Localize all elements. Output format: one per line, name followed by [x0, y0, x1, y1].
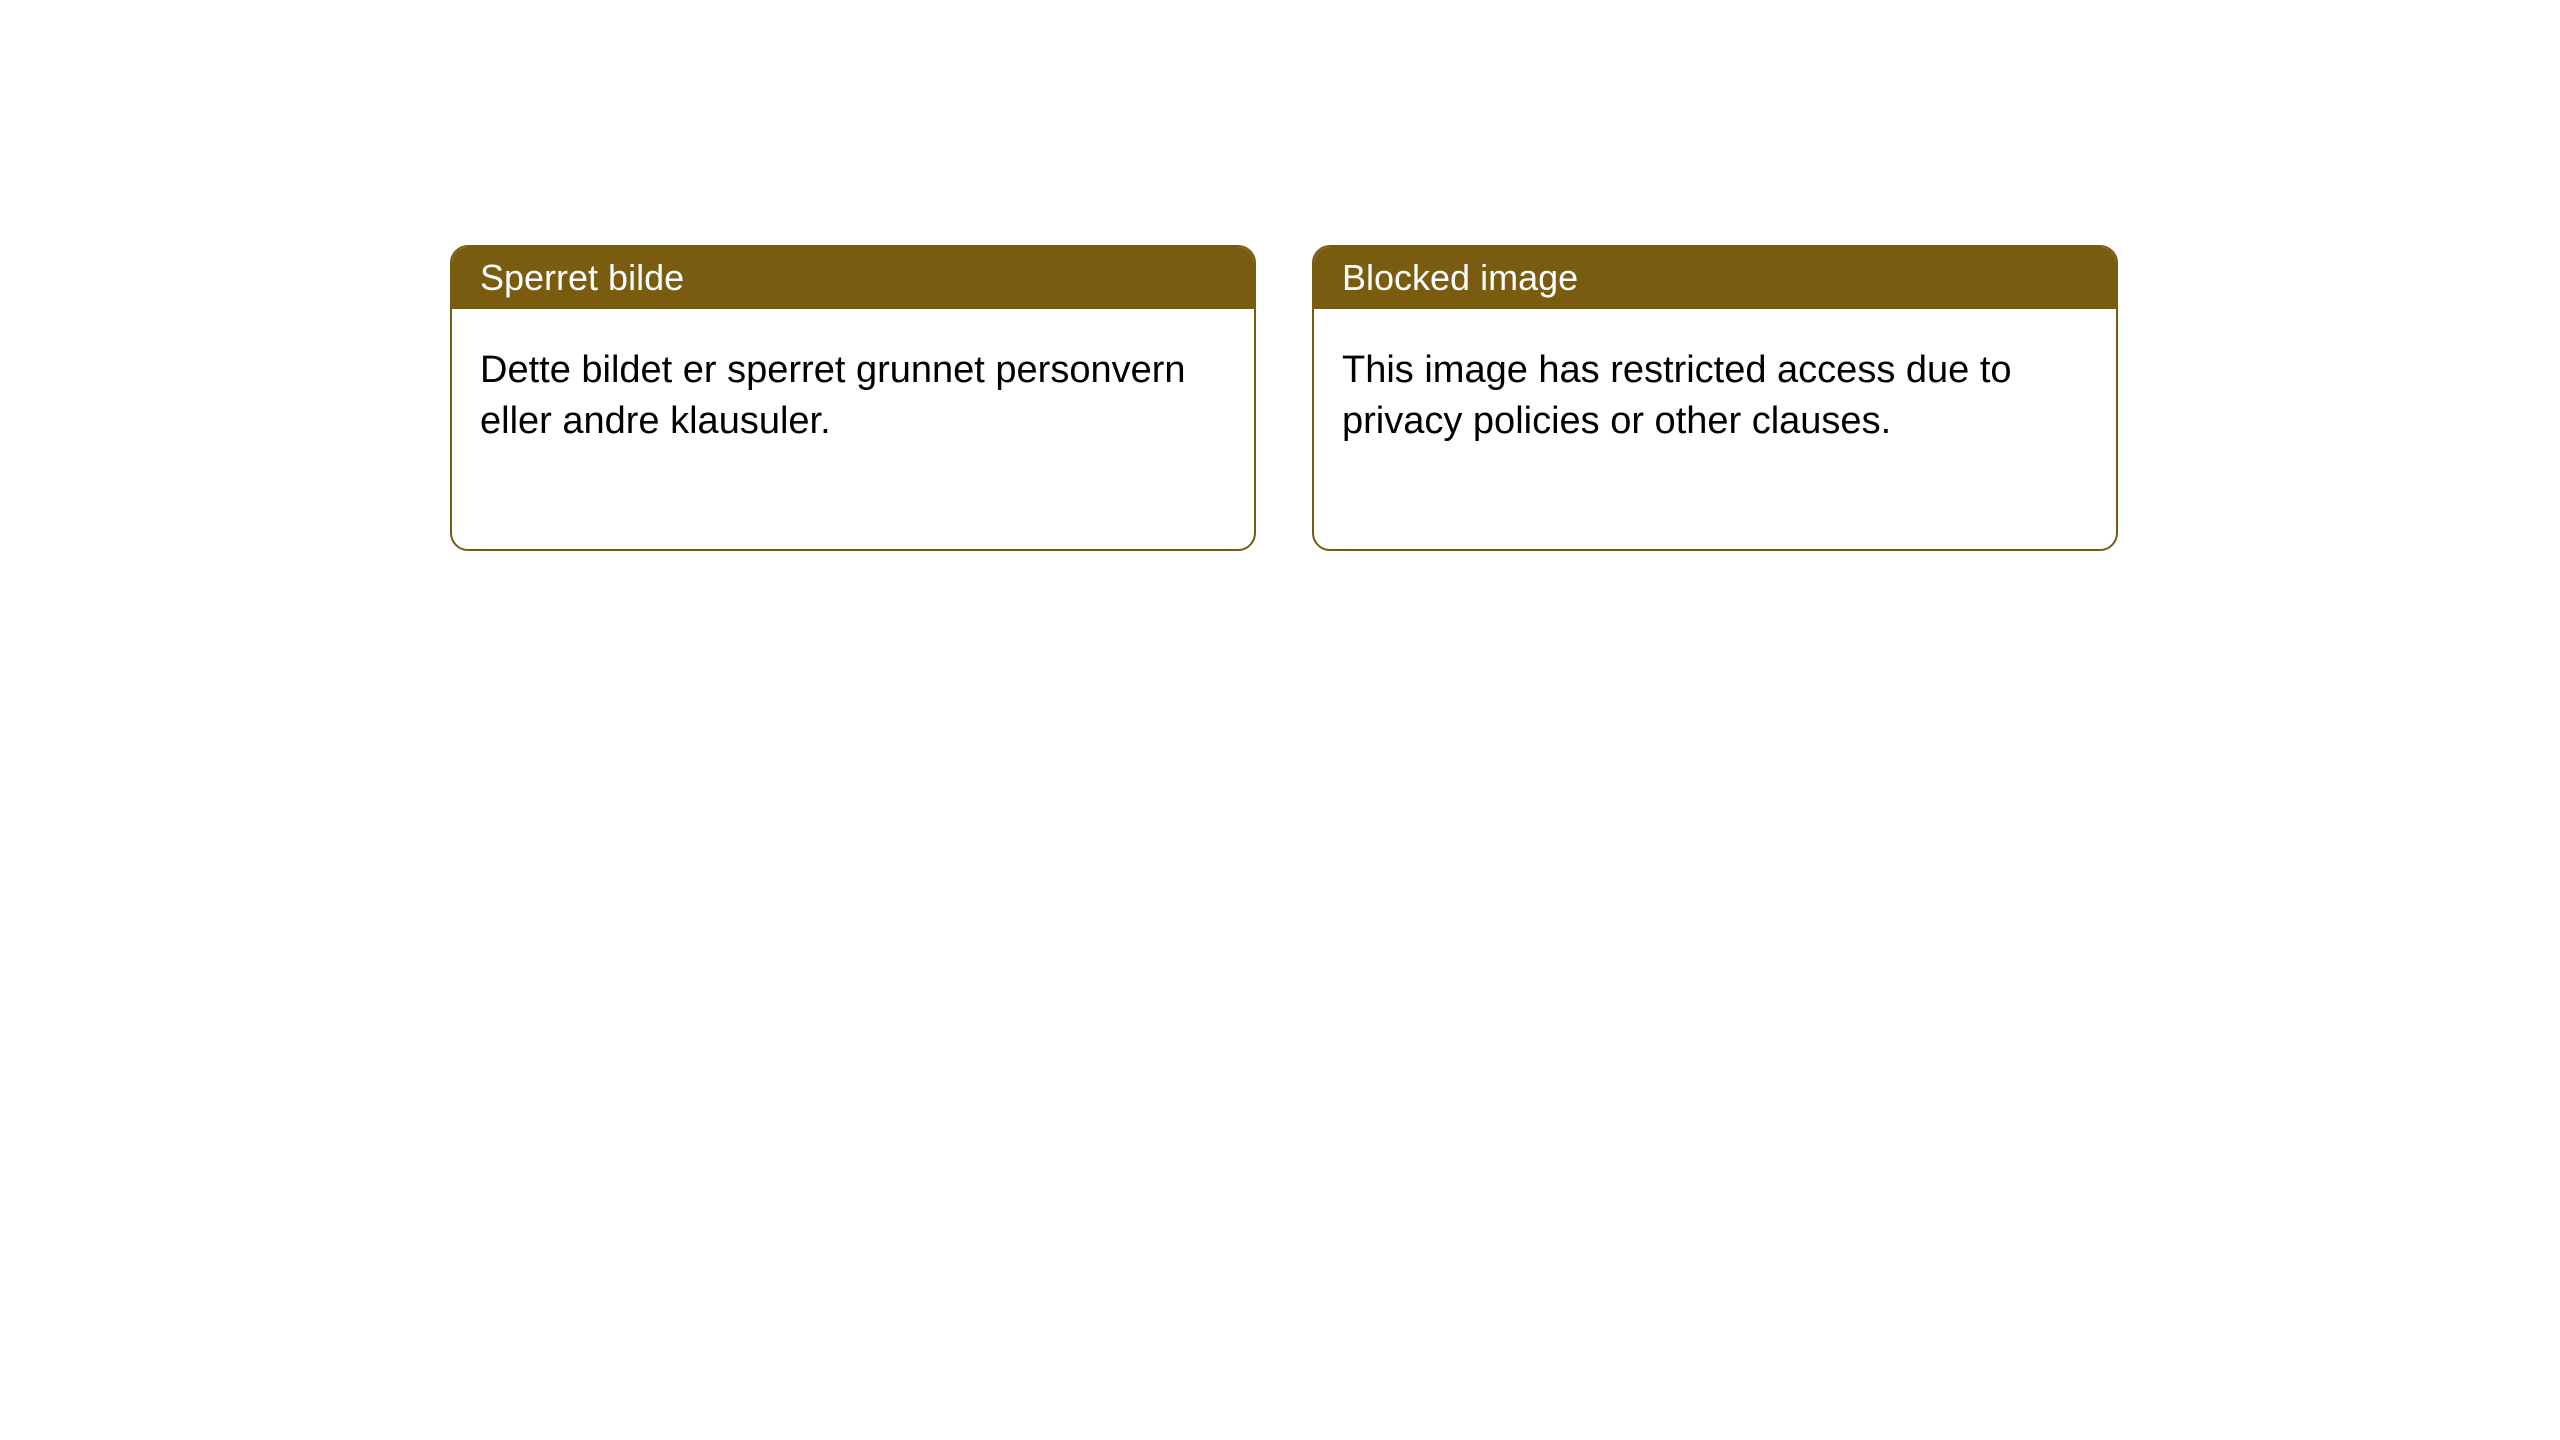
notice-text-norwegian: Dette bildet er sperret grunnet personve… [480, 349, 1186, 442]
notice-header-norwegian: Sperret bilde [452, 247, 1254, 309]
notice-text-english: This image has restricted access due to … [1342, 349, 2012, 442]
notice-card-english: Blocked image This image has restricted … [1312, 245, 2118, 551]
notice-title-english: Blocked image [1342, 257, 1578, 298]
notice-card-norwegian: Sperret bilde Dette bildet er sperret gr… [450, 245, 1256, 551]
notice-body-english: This image has restricted access due to … [1314, 309, 2116, 549]
notice-title-norwegian: Sperret bilde [480, 257, 684, 298]
notice-body-norwegian: Dette bildet er sperret grunnet personve… [452, 309, 1254, 549]
notice-header-english: Blocked image [1314, 247, 2116, 309]
notice-container: Sperret bilde Dette bildet er sperret gr… [0, 0, 2560, 551]
